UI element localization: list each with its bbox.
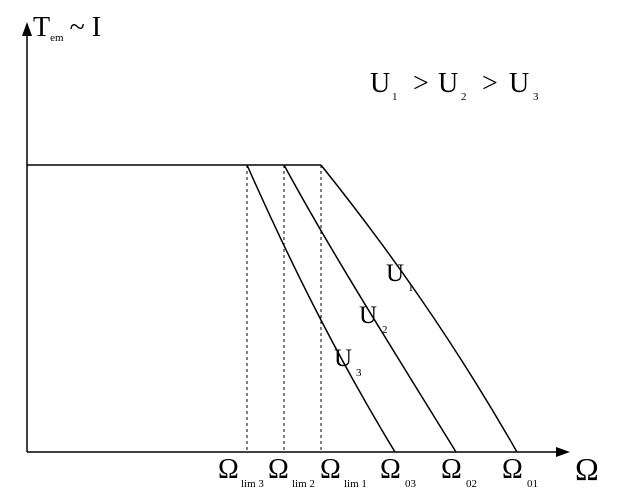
x-axis-label: Ω: [575, 451, 599, 487]
svg-text:Ω: Ω: [320, 454, 341, 485]
svg-text:1: 1: [408, 282, 414, 294]
svg-text:U: U: [334, 345, 352, 372]
svg-text:U: U: [370, 68, 390, 99]
y-axis-label: Tem ~ I: [33, 12, 101, 44]
svg-text:03: 03: [405, 478, 417, 490]
curve-u1: [320, 164, 518, 453]
voltage-relation: U 1 > U 2 > U 3: [370, 68, 539, 103]
curve-u2: [283, 164, 457, 453]
svg-text:U: U: [509, 68, 529, 99]
tick-omega-lim1: Ω lim 1: [320, 454, 367, 490]
svg-text:lim 2: lim 2: [292, 478, 315, 490]
svg-text:lim 3: lim 3: [241, 478, 264, 490]
tick-omega-02: Ω 02: [441, 454, 477, 490]
curve-label-u3: U 3: [334, 345, 362, 379]
svg-text:lim 1: lim 1: [344, 478, 367, 490]
svg-text:Ω: Ω: [218, 454, 239, 485]
tick-omega-lim2: Ω lim 2: [268, 454, 315, 490]
svg-text:3: 3: [356, 367, 362, 379]
svg-text:2: 2: [461, 91, 467, 103]
svg-text:Ω: Ω: [380, 454, 401, 485]
y-axis-arrow: [22, 22, 32, 36]
tick-omega-03: Ω 03: [380, 454, 417, 490]
curve-label-u1: U 1: [386, 260, 414, 294]
svg-text:Ω: Ω: [441, 454, 462, 485]
curve-label-u2: U 2: [359, 302, 388, 336]
x-axis-arrow: [556, 447, 570, 457]
tick-omega-01: Ω 01: [502, 454, 538, 490]
svg-text:U: U: [386, 260, 404, 287]
svg-text:01: 01: [527, 478, 538, 490]
svg-text:3: 3: [533, 91, 539, 103]
curve-u3: [246, 164, 396, 453]
svg-text:02: 02: [466, 478, 477, 490]
tick-omega-lim3: Ω lim 3: [218, 454, 264, 490]
svg-text:U: U: [438, 68, 458, 99]
svg-text:1: 1: [392, 91, 398, 103]
svg-text:Ω: Ω: [268, 454, 289, 485]
svg-text:2: 2: [382, 324, 388, 336]
svg-text:U: U: [359, 302, 377, 329]
svg-text:Ω: Ω: [502, 454, 523, 485]
svg-text:>: >: [413, 68, 429, 99]
svg-text:>: >: [482, 68, 498, 99]
